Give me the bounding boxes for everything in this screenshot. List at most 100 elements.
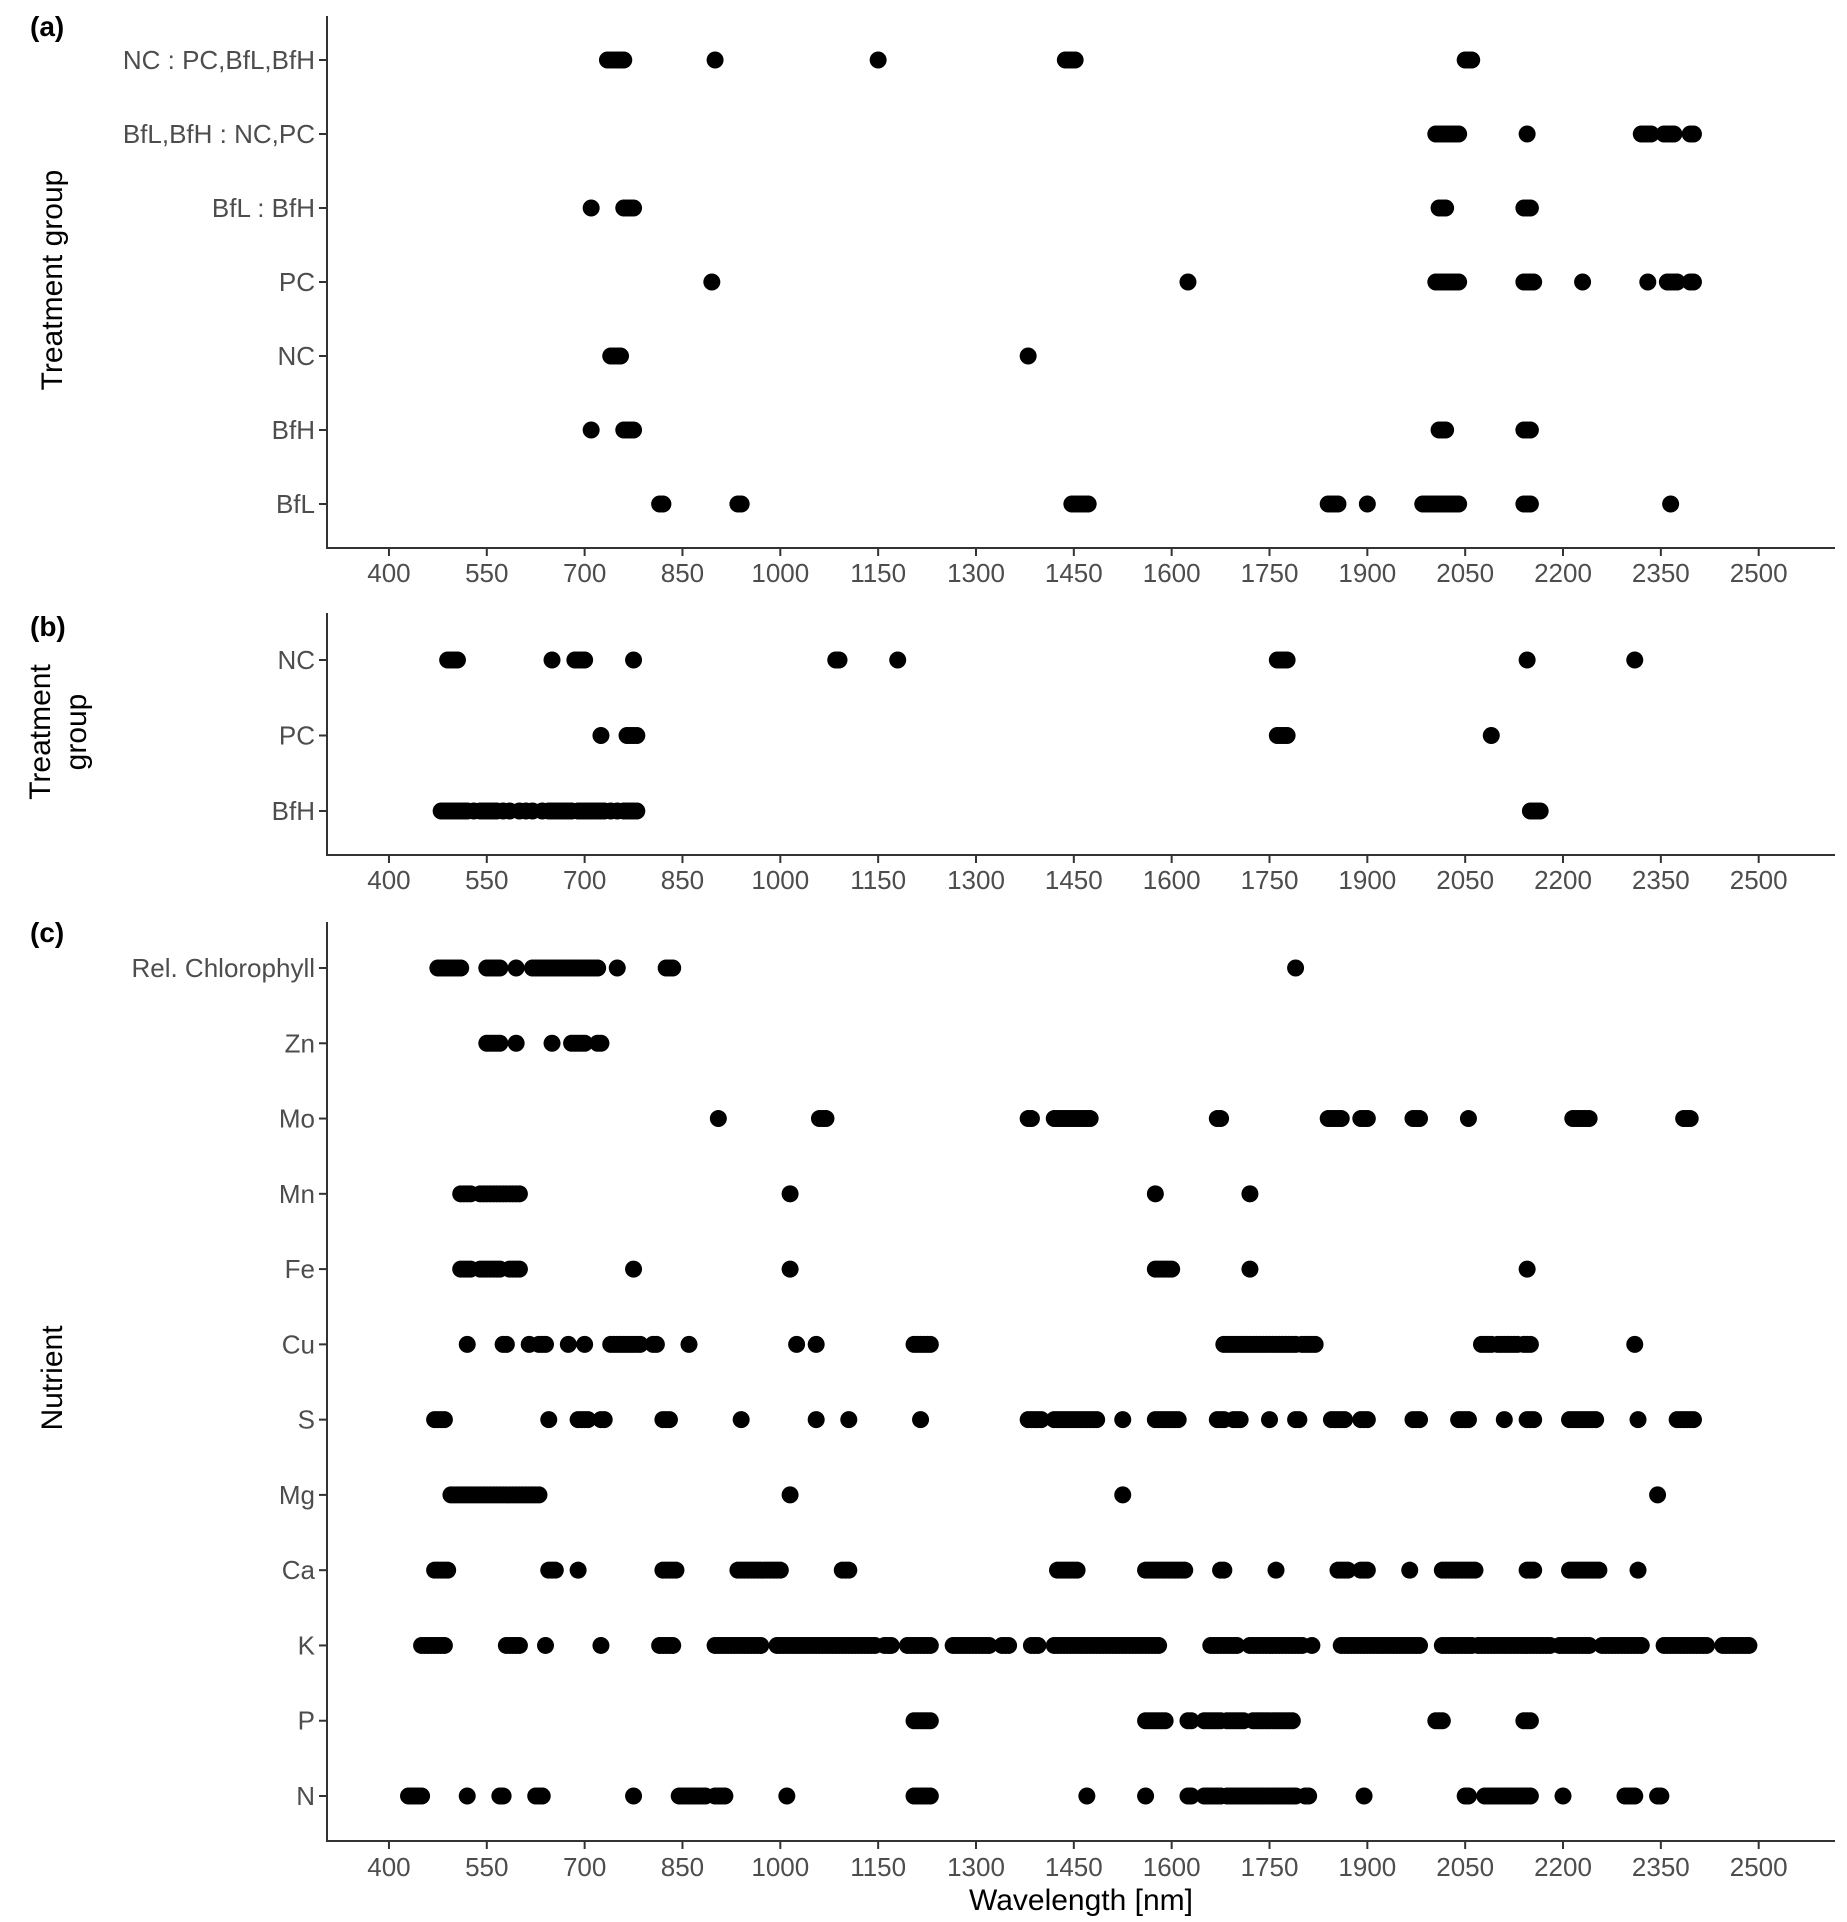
point-k [435,1636,453,1654]
point-nc [576,651,594,669]
y-tick-label-pc: PC [279,721,315,751]
point-s [1114,1411,1132,1429]
point-p [1521,1712,1539,1730]
y-tick-label-nc: NC [277,645,315,675]
x-tick-label-400: 400 [367,558,410,588]
point-s [1629,1411,1647,1429]
point-fe [510,1260,528,1278]
point-bfh [625,421,643,439]
x-tick-label-1600: 1600 [1143,865,1201,895]
point-bfl [1521,495,1539,513]
point-cu [680,1335,698,1353]
point-k [537,1636,555,1654]
point-mo [1580,1110,1598,1128]
point-cu [537,1335,555,1353]
point-p [1433,1712,1451,1730]
point-pc [1525,273,1543,291]
x-tick-label-850: 850 [661,558,704,588]
point-pc [1668,273,1686,291]
point-s [540,1411,558,1429]
x-tick-label-2200: 2200 [1534,558,1592,588]
point-s [579,1411,597,1429]
panel-c: (c) Nutrient N P K Ca Mg S Cu Fe Mn Mo Zn Rel. Chlo… [30,917,1835,1917]
point-s [1587,1411,1605,1429]
point-k [1411,1636,1429,1654]
point-n [1626,1787,1644,1805]
point-pc [592,727,610,744]
point-bfl-bfh [625,199,643,217]
point-n [533,1787,551,1805]
point-ca [1590,1561,1608,1579]
y-tick-label-mo: Mo [279,1104,315,1134]
point-fe [1518,1260,1536,1278]
point-pc [1450,273,1468,291]
point-nc [1019,347,1037,365]
point-zn [543,1034,561,1052]
point-mg [1114,1486,1132,1504]
point-k [980,1636,998,1654]
point-s [1231,1411,1249,1429]
point-k [1303,1636,1321,1654]
x-tick-label-550: 550 [465,865,508,895]
point-bfl [1662,495,1680,513]
point-ca [569,1561,587,1579]
x-tick-label-2500: 2500 [1730,558,1788,588]
y-tick-label-mn: Mn [279,1179,315,1209]
point-k [752,1636,770,1654]
point-k [592,1636,610,1654]
y-tick-label-mg: Mg [279,1480,315,1510]
point-p [1182,1712,1200,1730]
point-zn [491,1034,509,1052]
y-tick-label-s: S [298,1405,315,1435]
point-bfl [1450,495,1468,513]
point-fe [781,1260,799,1278]
point-s [1261,1411,1278,1429]
x-tick-label-1600: 1600 [1143,1852,1201,1882]
point-nc [889,651,907,669]
point-bfl-bfh-nc-pc [1642,125,1660,143]
panel-a-axes [326,16,1835,549]
y-tick-label-k: K [298,1630,316,1660]
point-mg [781,1486,799,1504]
point-cu [647,1335,665,1353]
x-tick-label-1900: 1900 [1338,865,1396,895]
x-tick-label-2350: 2350 [1632,558,1690,588]
point-n [1137,1787,1155,1805]
point-n [458,1787,476,1805]
point-n [921,1787,939,1805]
point-ca [771,1561,789,1579]
panel-b-y-title: Treatment group [24,664,93,800]
y-tick-label-ca: Ca [282,1555,316,1585]
point-bfl-bfh [1437,199,1455,217]
panel-c-points [400,959,1758,1805]
x-tick-label-2350: 2350 [1632,1852,1690,1882]
x-tick-label-1300: 1300 [947,1852,1005,1882]
panel-a-y-title: Treatment group [36,170,69,391]
point-ca [1401,1561,1419,1579]
x-tick-label-1000: 1000 [751,1852,809,1882]
x-tick-label-1300: 1300 [947,865,1005,895]
y-tick-label-bfl-bfh-nc-pc: BfL,BfH : NC,PC [123,119,315,149]
point-mo [817,1110,835,1128]
point-k [1740,1636,1758,1654]
point-cu [576,1335,594,1353]
point-k [921,1636,939,1654]
point-mg [530,1486,548,1504]
y-tick-label-bfh: BfH [272,415,315,445]
panel-b: (b) Treatment group BfH PC NC 400 550 700 850… [24,611,1835,895]
point-n [1078,1787,1096,1805]
y-tick-label-bfh: BfH [272,796,315,826]
point-cu [1306,1335,1324,1353]
point-ca [1525,1561,1543,1579]
point-nc [625,651,643,669]
panel-c-y-ticks: N P K Ca Mg S Cu Fe Mn Mo Zn Rel. Chlorophyll [131,953,327,1811]
point-mn [1241,1185,1259,1203]
point-nc [612,347,630,365]
point-cu [458,1335,476,1353]
point-rel-chlorophyll [608,959,626,977]
point-bfh [582,421,600,439]
point-cu [788,1335,806,1353]
y-tick-label-p: P [298,1706,315,1736]
point-ca [1466,1561,1484,1579]
